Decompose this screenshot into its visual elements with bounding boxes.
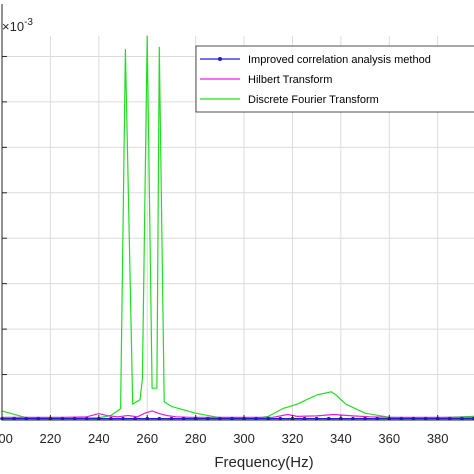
x-tick-label: 240 bbox=[88, 431, 110, 446]
x-tick-label: 220 bbox=[40, 431, 62, 446]
y-exponent-base: ×10 bbox=[2, 19, 24, 34]
tick-labels: 200 220 240 260 280 300 320 340 360 380 bbox=[0, 431, 449, 446]
y-exponent-label: ×10-3 bbox=[2, 17, 33, 34]
series-line bbox=[2, 410, 474, 418]
x-tick-label: 360 bbox=[378, 431, 400, 446]
legend-marker bbox=[218, 57, 222, 61]
x-axis-title: Frequency(Hz) bbox=[214, 454, 313, 471]
x-tick-label: 320 bbox=[282, 431, 304, 446]
legend-label: Improved correlation analysis method bbox=[248, 54, 431, 66]
x-tick-label: 300 bbox=[233, 431, 255, 446]
legend-label: Hilbert Transform bbox=[248, 74, 332, 86]
x-tick-label: 380 bbox=[427, 431, 449, 446]
x-tick-label: 280 bbox=[185, 431, 207, 446]
x-tick-label: 200 bbox=[0, 431, 13, 446]
legend-box bbox=[195, 45, 474, 113]
x-tick-label: 340 bbox=[330, 431, 352, 446]
y-exponent-power: -3 bbox=[24, 17, 33, 28]
legend-label: Discrete Fourier Transform bbox=[248, 94, 379, 106]
series-line bbox=[1, 35, 474, 419]
legend: Improved correlation analysis method Hilb… bbox=[195, 45, 474, 113]
axes bbox=[1, 4, 474, 421]
series-layer bbox=[0, 35, 474, 421]
x-tick-label: 260 bbox=[136, 431, 158, 446]
